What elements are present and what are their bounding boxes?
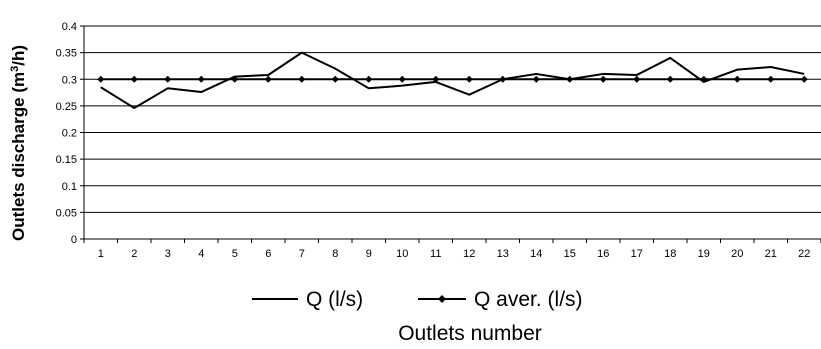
x-tick-label: 2 — [131, 248, 137, 260]
x-tick-label: 12 — [463, 248, 475, 260]
x-tick-label: 3 — [165, 248, 171, 260]
x-tick-label: 7 — [299, 248, 305, 260]
data-point-marker — [97, 75, 105, 83]
data-point-marker — [398, 75, 406, 83]
y-tick-label: 0.05 — [56, 207, 77, 219]
y-tick-label: 0.1 — [62, 181, 77, 193]
legend: Q (l/s) Q aver. (l/s) — [252, 288, 583, 311]
x-tick-label: 22 — [798, 248, 810, 260]
x-tick-label: 8 — [332, 248, 338, 260]
x-tick-label: 21 — [765, 248, 777, 260]
legend-marker-q-aver — [438, 295, 446, 303]
data-point-marker — [767, 75, 775, 83]
data-point-marker — [331, 75, 339, 83]
data-point-marker — [566, 75, 574, 83]
x-tick-label: 17 — [631, 248, 643, 260]
y-axis-label: Outlets discharge (m3/h) — [9, 45, 28, 241]
data-point-marker — [164, 75, 172, 83]
series-group — [97, 51, 808, 109]
data-point-marker — [432, 75, 440, 83]
data-point-marker — [700, 75, 708, 83]
x-tick-label: 15 — [564, 248, 576, 260]
gridlines — [84, 25, 821, 213]
x-tick-label: 20 — [731, 248, 743, 260]
x-tick-label: 11 — [430, 248, 441, 260]
data-point-marker — [800, 75, 808, 83]
x-tick-label: 6 — [265, 248, 271, 260]
data-point-marker — [666, 75, 674, 83]
legend-label-q-aver: Q aver. (l/s) — [474, 288, 583, 311]
y-tick-label: 0.3 — [62, 74, 77, 86]
x-tick-label: 1 — [98, 248, 104, 260]
x-tick-label: 13 — [497, 248, 509, 260]
x-tick-label: 14 — [530, 248, 542, 260]
y-tick-label: 0.4 — [62, 21, 77, 33]
x-axis-label: Outlets number — [398, 322, 542, 345]
x-tick-labels: 1 2 3 4 5 6 7 8 9 10 11 12 13 14 15 16 17 18 19 20 21 22 — [98, 248, 811, 260]
y-tick-label: 0.35 — [56, 48, 77, 60]
y-tick-label: 0.15 — [56, 154, 77, 166]
series-line-0 — [100, 51, 805, 109]
y-tick-label: 0.2 — [62, 128, 77, 140]
x-tick-label: 10 — [396, 248, 408, 260]
y-tick-label: 0.25 — [56, 101, 77, 113]
data-point-marker — [197, 75, 205, 83]
data-point-marker — [465, 75, 473, 83]
data-point-marker — [298, 75, 306, 83]
x-tick-label: 9 — [366, 248, 372, 260]
data-point-marker — [599, 75, 607, 83]
data-point-marker — [733, 75, 741, 83]
x-tick-label: 16 — [597, 248, 609, 260]
y-tick-labels: 0 0.05 0.1 0.15 0.2 0.25 0.3 0.35 0.4 — [56, 21, 77, 246]
legend-label-q: Q (l/s) — [306, 288, 363, 311]
data-point-marker — [532, 75, 540, 83]
x-tick-label: 18 — [664, 248, 676, 260]
data-point-marker — [365, 75, 373, 83]
x-tick-label: 4 — [198, 248, 204, 260]
x-tick-label: 19 — [698, 248, 710, 260]
data-point-marker — [499, 75, 507, 83]
data-point-marker — [130, 75, 138, 83]
y-tick-label: 0 — [71, 234, 77, 246]
data-point-marker — [633, 75, 641, 83]
axes — [80, 25, 821, 243]
data-point-marker — [231, 75, 239, 83]
x-tick-label: 5 — [232, 248, 238, 260]
data-point-marker — [264, 75, 272, 83]
